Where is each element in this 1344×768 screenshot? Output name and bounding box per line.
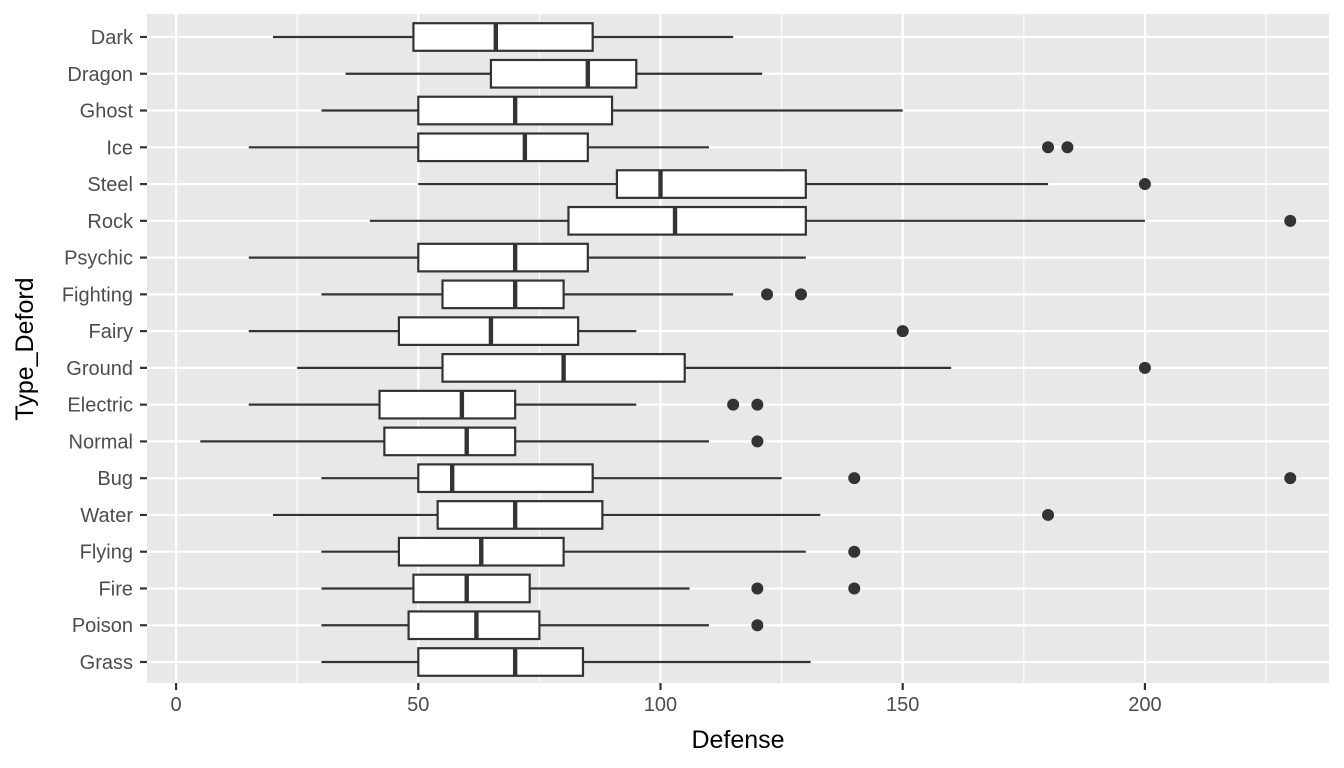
box-fire	[321, 573, 861, 604]
box-grass	[321, 647, 811, 677]
y-tick-label-steel: Steel	[87, 174, 133, 196]
iqr-box-fighting	[441, 279, 565, 310]
outlier-normal	[751, 435, 764, 448]
outlier-bug	[848, 472, 861, 485]
box-psychic	[248, 242, 806, 273]
box-bug	[321, 463, 1297, 494]
x-axis-title: Defense	[691, 726, 784, 754]
x-tick-label-100: 100	[644, 694, 677, 716]
box-dragon	[345, 58, 763, 89]
y-tick-label-flying: Flying	[80, 542, 133, 564]
y-tick-label-dragon: Dragon	[67, 64, 133, 86]
boxes	[200, 22, 1297, 677]
outlier-ground	[1138, 361, 1151, 374]
outlier-poison	[751, 619, 764, 632]
box-rock	[369, 205, 1297, 236]
x-axis: 0 50 100 150 200	[171, 683, 1162, 716]
iqr-box-water	[436, 500, 604, 530]
outlier-ice	[1042, 141, 1055, 154]
iqr-box-dark	[412, 22, 594, 52]
y-tick-label-psychic: Psychic	[64, 248, 133, 270]
iqr-box-fire	[412, 573, 531, 604]
outlier-flying	[848, 545, 861, 558]
iqr-box-normal	[383, 426, 517, 457]
box-flying	[321, 536, 861, 567]
outlier-fire	[751, 582, 764, 595]
box-electric	[248, 389, 764, 420]
y-tick-label-fighting: Fighting	[62, 284, 133, 306]
box-ice	[248, 132, 1074, 163]
outlier-steel	[1138, 178, 1151, 191]
y-axis: Dark Dragon Ghost Ice Steel Rock Psychic Fighti…	[62, 27, 147, 674]
x-tick-label-150: 150	[886, 694, 919, 716]
outlier-electric	[727, 398, 740, 411]
plot-panel	[147, 14, 1329, 683]
y-tick-label-fairy: Fairy	[89, 321, 133, 343]
y-tick-label-rock: Rock	[87, 211, 134, 233]
outlier-electric	[751, 398, 764, 411]
iqr-box-grass	[417, 647, 585, 677]
box-fighting	[321, 279, 807, 310]
iqr-box-steel	[615, 169, 807, 199]
outlier-fighting	[761, 288, 774, 301]
iqr-box-electric	[378, 389, 517, 420]
y-tick-label-electric: Electric	[67, 395, 133, 417]
outlier-water	[1042, 508, 1055, 521]
y-tick-label-poison: Poison	[72, 615, 133, 637]
box-water	[272, 500, 1055, 530]
iqr-box-poison	[407, 610, 541, 641]
y-axis-title: Type_Deford	[11, 277, 39, 420]
y-tick-label-bug: Bug	[97, 468, 133, 490]
box-poison	[321, 610, 764, 641]
y-tick-label-grass: Grass	[80, 652, 133, 674]
box-ghost	[321, 95, 903, 126]
box-dark	[272, 22, 734, 52]
x-tick-label-0: 0	[171, 694, 182, 716]
box-fairy	[248, 316, 909, 347]
box-steel	[418, 169, 1151, 199]
x-tick-label-200: 200	[1128, 694, 1161, 716]
y-tick-label-ground: Ground	[66, 358, 133, 380]
outlier-ice	[1061, 141, 1074, 154]
outlier-fairy	[896, 325, 909, 338]
box-normal	[200, 426, 764, 457]
y-tick-label-ghost: Ghost	[80, 101, 134, 123]
outlier-fighting	[794, 288, 807, 301]
outlier-fire	[848, 582, 861, 595]
iqr-box-psychic	[417, 242, 589, 273]
outlier-rock	[1284, 214, 1297, 227]
iqr-box-rock	[567, 205, 807, 236]
y-tick-label-dark: Dark	[91, 27, 134, 49]
y-tick-label-normal: Normal	[69, 431, 133, 453]
box-ground	[297, 352, 1151, 383]
outlier-bug	[1284, 472, 1297, 485]
y-tick-label-ice: Ice	[106, 137, 133, 159]
iqr-box-ice	[417, 132, 589, 163]
y-tick-label-fire: Fire	[99, 578, 133, 600]
iqr-box-dragon	[489, 58, 638, 89]
y-tick-label-water: Water	[80, 505, 133, 527]
iqr-box-bug	[417, 463, 594, 494]
x-tick-label-50: 50	[407, 694, 429, 716]
iqr-box-fairy	[397, 316, 580, 347]
